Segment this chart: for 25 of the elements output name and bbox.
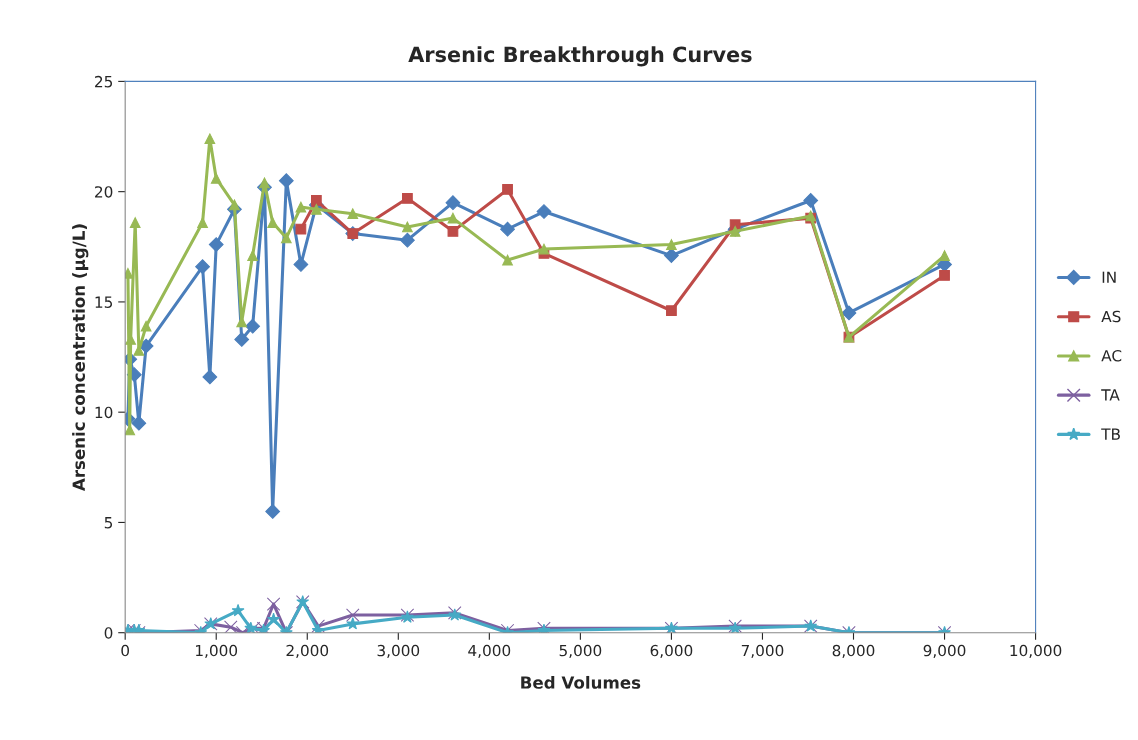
y-tick-label: 15 <box>95 296 113 308</box>
x-tick-label: 10,000 <box>1010 644 1062 658</box>
legend-label: AS <box>1101 310 1121 323</box>
y-axis-title: Arsenic concentration (µg/L) <box>72 224 89 492</box>
x-tick-label: 4,000 <box>468 644 511 658</box>
x-tick-label: 9,000 <box>923 644 966 658</box>
x-tick-label: 2,000 <box>286 644 329 658</box>
y-tick-label: 25 <box>95 75 113 88</box>
legend-label: TB <box>1101 428 1120 440</box>
y-tick-label: 20 <box>95 186 113 198</box>
chart-title: Arsenic Breakthrough Curves <box>408 46 752 67</box>
legend-label: IN <box>1102 271 1116 283</box>
x-tick-label: 8,000 <box>832 644 875 658</box>
x-tick-label: 3,000 <box>377 644 420 658</box>
x-tick-label: 7,000 <box>741 644 784 658</box>
x-tick-label: 1,000 <box>196 644 238 658</box>
y-tick-label: 0 <box>104 627 113 639</box>
y-tick-label: 10 <box>95 406 113 419</box>
x-axis-title: Bed Volumes <box>521 675 641 689</box>
x-tick-label: 6,000 <box>650 644 693 658</box>
legend-label: TA <box>1101 389 1120 401</box>
x-tick-label: 0 <box>121 644 130 657</box>
x-tick-label: 5,000 <box>559 644 602 658</box>
legend-label: AC <box>1101 349 1122 362</box>
y-tick-label: 5 <box>104 517 113 529</box>
